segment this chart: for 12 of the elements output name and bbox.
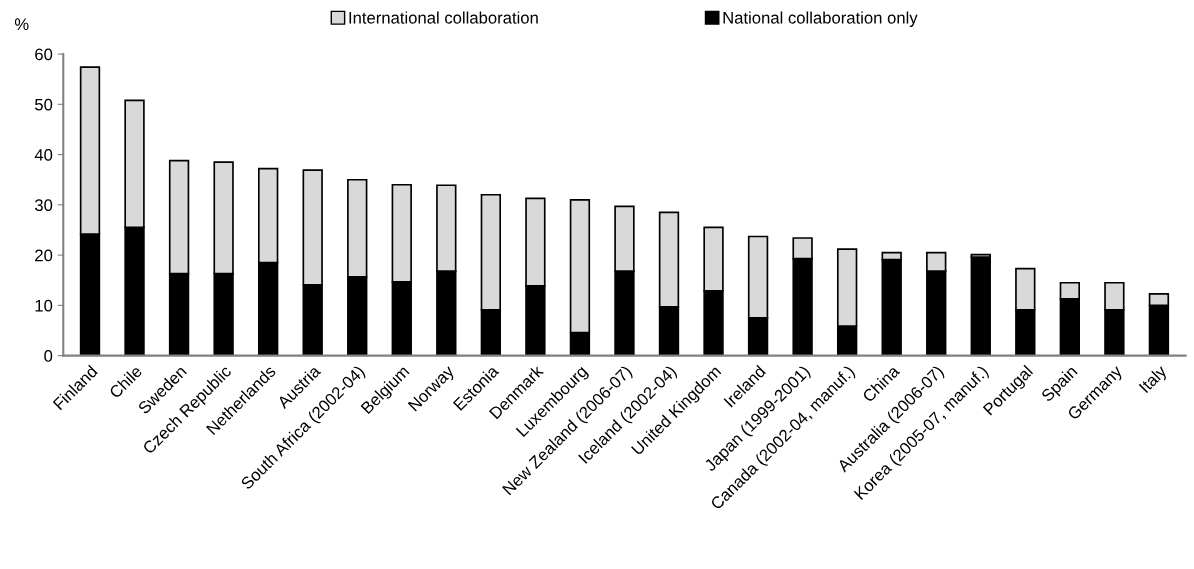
y-axis-title: % <box>14 18 29 31</box>
y-tick-label: 50 <box>35 98 53 111</box>
y-tick-label: 60 <box>35 48 53 61</box>
legend-label: National collaboration only <box>723 11 918 27</box>
y-tick-label: 20 <box>35 249 53 262</box>
bar <box>970 256 991 356</box>
y-tick-label: 10 <box>35 299 53 312</box>
y-tick-label: 40 <box>34 148 53 161</box>
y-tick-label: 0 <box>44 350 53 362</box>
legend-label: International collaboration <box>349 11 538 24</box>
y-tick-label: 30 <box>34 199 53 212</box>
x-tick-label: Italy <box>1138 363 1170 396</box>
